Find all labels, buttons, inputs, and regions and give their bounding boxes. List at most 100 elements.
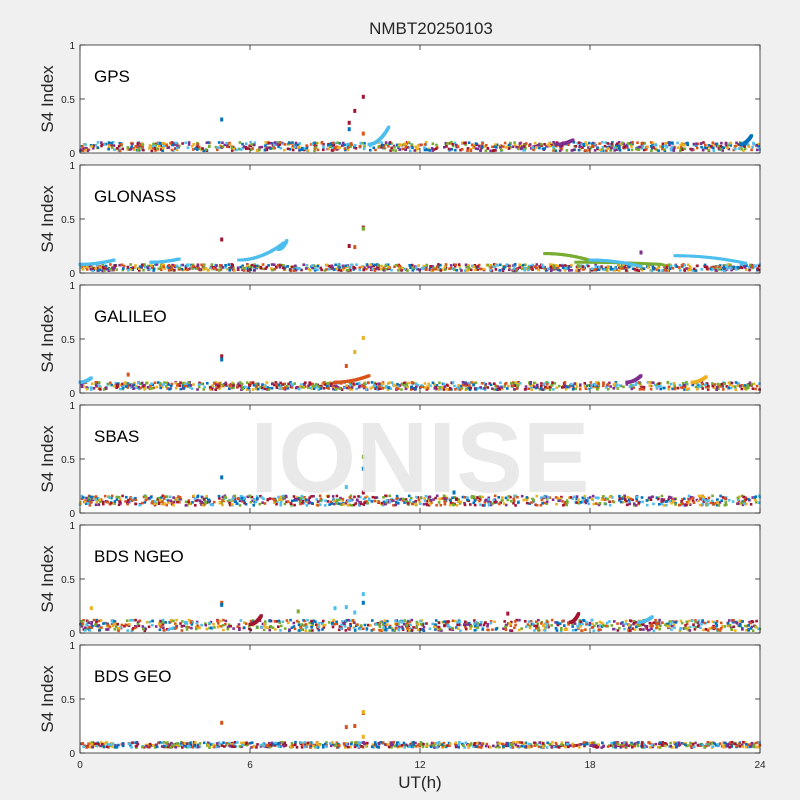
data-point [92, 267, 95, 270]
data-point [397, 502, 400, 505]
data-point [613, 627, 617, 631]
data-point [342, 503, 345, 506]
data-point [732, 619, 735, 622]
data-point [330, 502, 334, 505]
data-point [331, 149, 335, 152]
data-point [506, 498, 510, 502]
data-point [275, 383, 278, 386]
data-point [90, 498, 93, 502]
arc-point [599, 260, 603, 264]
data-point [322, 148, 325, 152]
data-point [202, 268, 205, 271]
data-point [554, 496, 558, 499]
data-point [350, 504, 354, 507]
data-point [536, 383, 539, 387]
data-point [88, 500, 92, 503]
data-point [726, 622, 730, 625]
arc-point [177, 257, 181, 261]
data-point [122, 384, 125, 388]
arc-point [587, 260, 591, 264]
data-point [333, 499, 336, 502]
data-point [153, 147, 156, 150]
data-point [340, 388, 344, 391]
data-point [351, 619, 355, 622]
data-point [722, 382, 726, 386]
data-point [509, 146, 512, 149]
data-point [144, 498, 148, 502]
data-point [578, 622, 581, 626]
data-point [655, 383, 659, 387]
data-point [272, 143, 276, 146]
data-point [355, 382, 359, 386]
data-point [453, 263, 456, 266]
data-point [518, 618, 521, 622]
data-point [344, 148, 347, 152]
data-point [640, 622, 644, 626]
data-point [300, 494, 304, 498]
data-point [158, 141, 162, 145]
data-point [558, 622, 561, 625]
data-point [322, 145, 325, 149]
data-point [551, 381, 554, 384]
data-point [80, 382, 83, 386]
arc-point [367, 374, 371, 378]
data-point [514, 623, 517, 627]
data-point [312, 494, 315, 498]
data-point [519, 382, 522, 385]
data-point [107, 382, 110, 386]
data-point [227, 623, 231, 626]
data-point [667, 387, 670, 391]
data-point [476, 624, 479, 627]
data-point [571, 497, 575, 500]
arc-point [724, 258, 728, 262]
data-point [330, 146, 334, 150]
data-point [408, 498, 412, 502]
data-point [453, 384, 456, 388]
data-point [651, 264, 655, 268]
data-point [172, 619, 175, 623]
data-point [584, 500, 587, 503]
data-point [241, 500, 244, 503]
data-point [404, 499, 408, 503]
data-point [128, 623, 131, 626]
data-point [510, 381, 513, 385]
data-point [604, 266, 608, 270]
data-point [222, 497, 226, 500]
data-point [191, 267, 194, 270]
data-point [657, 149, 660, 152]
data-point [310, 501, 314, 505]
data-point [469, 149, 473, 152]
data-point [323, 269, 327, 272]
arc-point [602, 260, 605, 264]
data-point [740, 147, 743, 151]
data-point [715, 142, 718, 146]
data-point [550, 144, 553, 147]
data-point [746, 624, 749, 628]
data-point [729, 263, 732, 267]
data-point [100, 626, 103, 629]
data-point [660, 501, 664, 504]
data-point [585, 622, 588, 626]
data-point [129, 263, 132, 266]
data-point [517, 147, 520, 151]
data-point [417, 147, 420, 150]
data-point [455, 626, 458, 629]
data-point [198, 499, 202, 502]
data-point [715, 620, 719, 623]
data-point [277, 145, 280, 149]
data-point [273, 383, 276, 387]
data-point [498, 388, 501, 391]
data-point [541, 388, 544, 391]
data-point [121, 147, 124, 151]
data-point [390, 142, 393, 145]
data-point [200, 501, 204, 504]
data-point [167, 269, 171, 272]
data-point [546, 386, 549, 390]
data-point [542, 495, 546, 499]
data-point [703, 621, 706, 625]
data-point [633, 502, 636, 505]
data-point [525, 498, 529, 502]
data-point [407, 381, 411, 385]
data-point [191, 501, 194, 504]
